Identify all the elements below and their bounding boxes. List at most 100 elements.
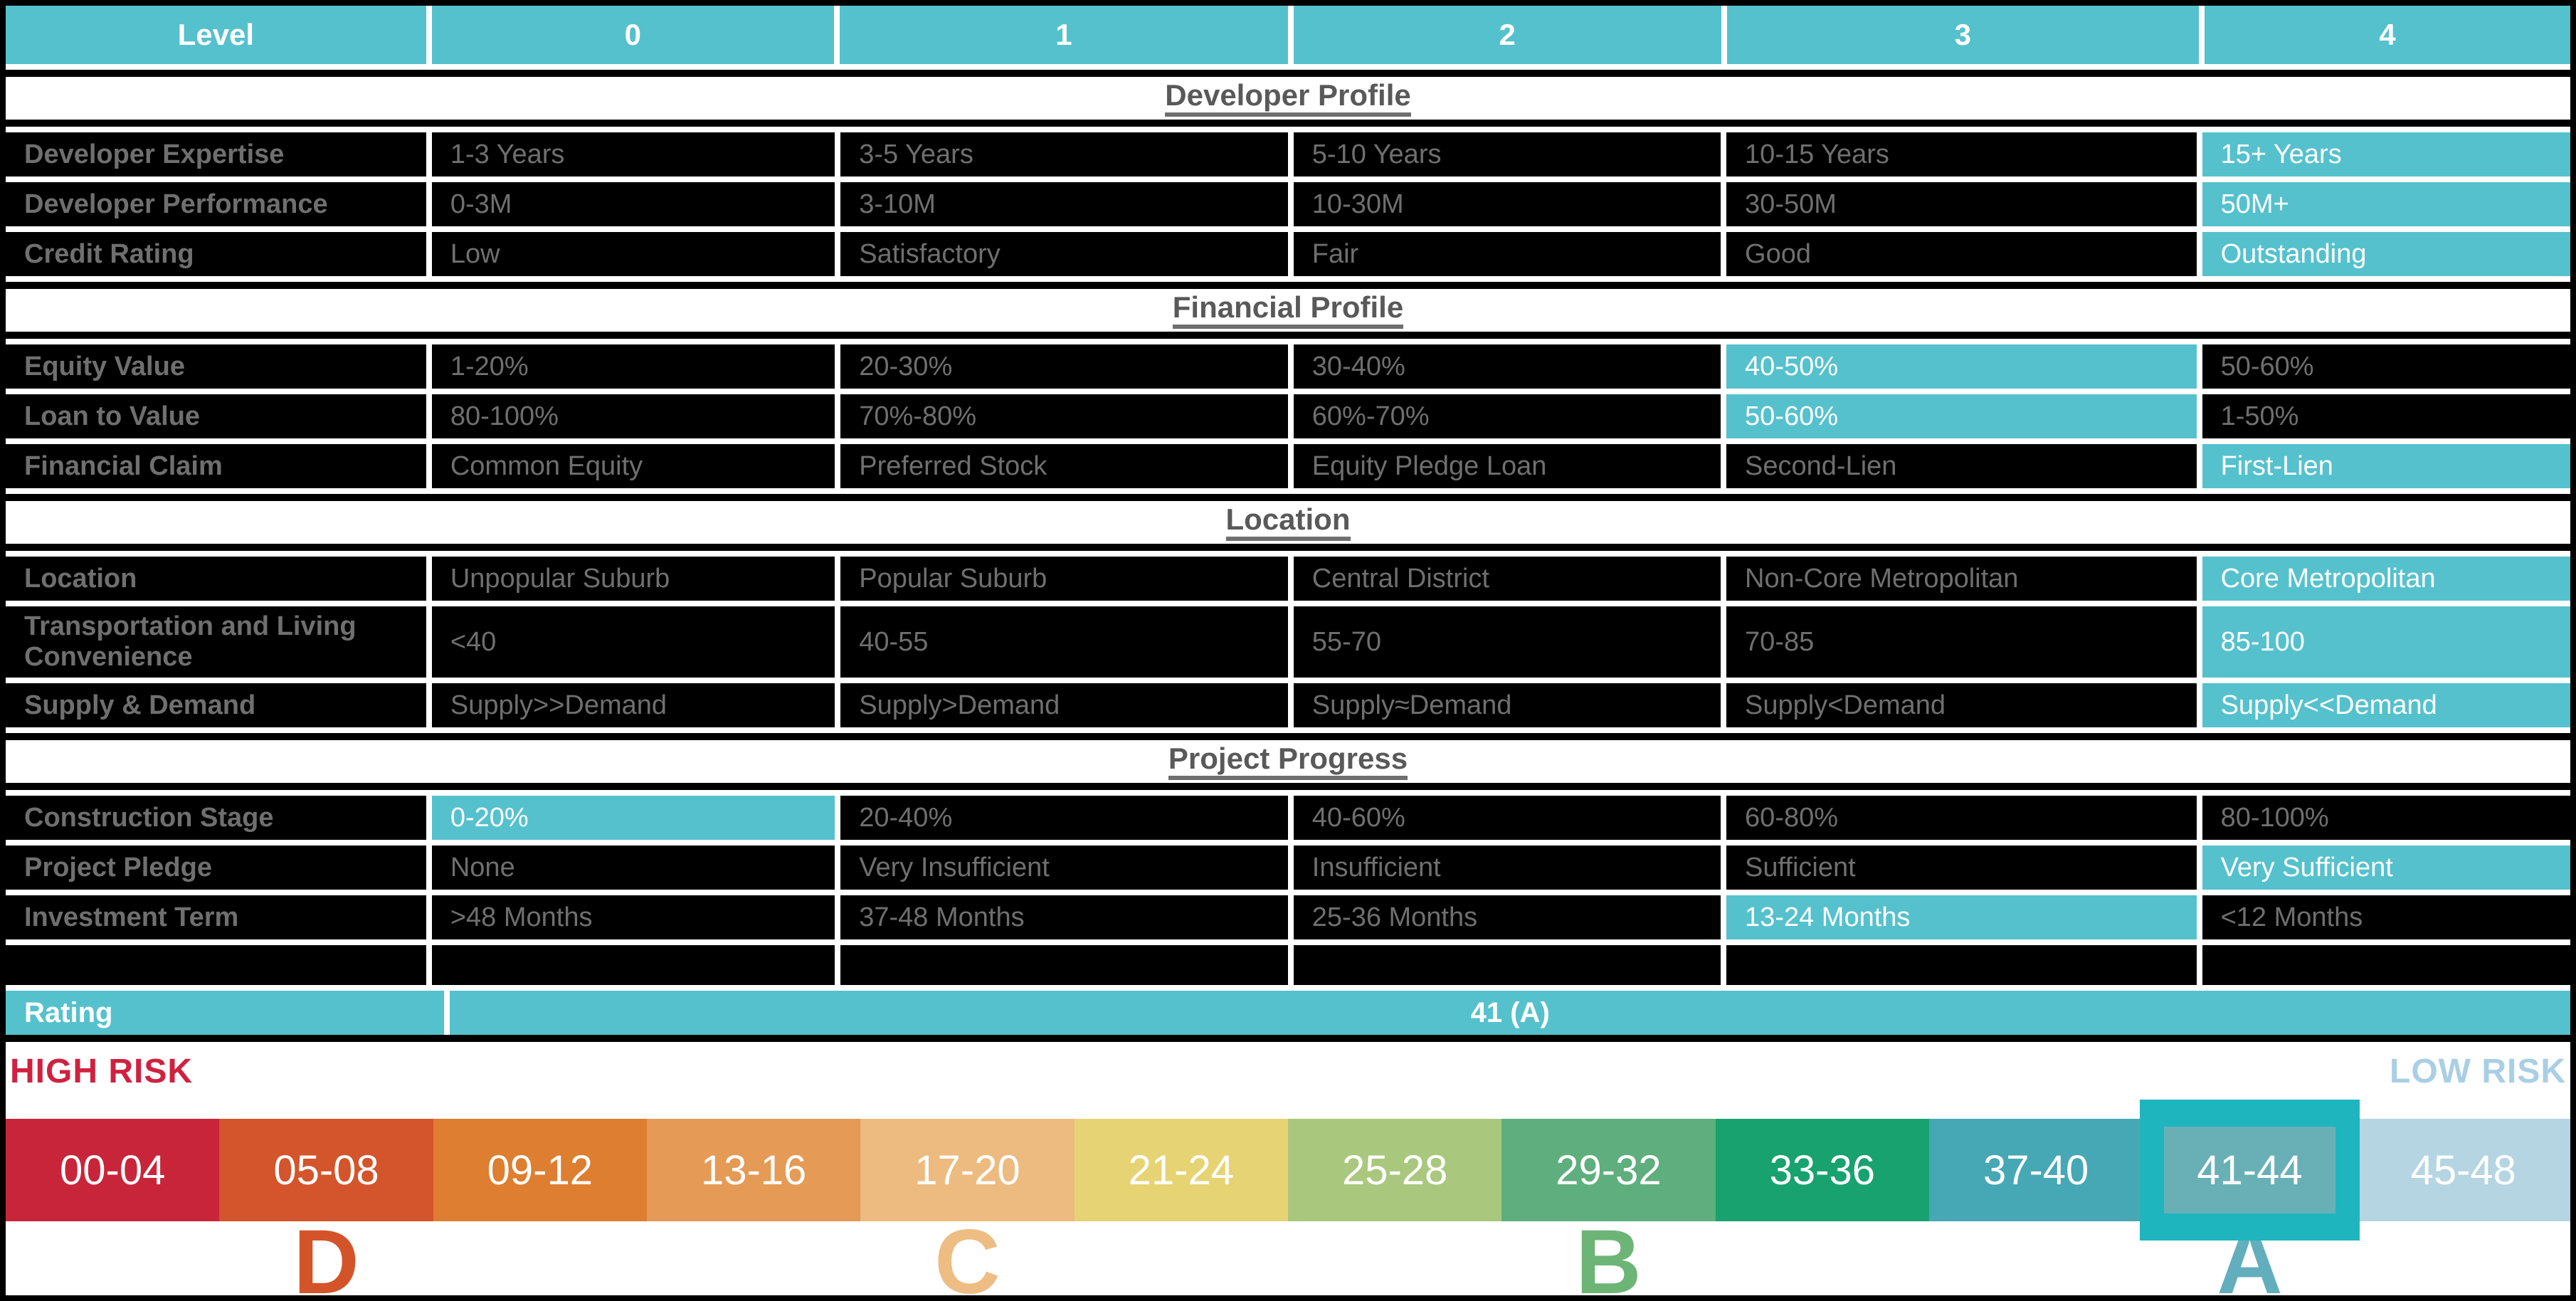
risk-segment: 05-08: [219, 1119, 433, 1221]
selected-range-tile-inner: [2164, 1127, 2335, 1213]
level-cell: 1-20%: [431, 344, 835, 389]
section-divider: [6, 494, 2570, 501]
level-cell: >48 Months: [431, 895, 835, 939]
level-cell: 80-100%: [2202, 796, 2570, 840]
table-row: Credit Rating Low Satisfactory Fair Good…: [6, 232, 2570, 276]
level-cell: 30-40%: [1293, 344, 1721, 389]
risk-segment: 45-48: [2356, 1119, 2570, 1221]
level-cell: 40-60%: [1293, 796, 1721, 840]
table-bottom-border: [6, 1035, 2570, 1042]
header-level-0: 0: [431, 6, 834, 64]
risk-segment: 37-40: [1928, 1119, 2143, 1221]
level-cell: Supply≈Demand: [1293, 683, 1721, 727]
table-row: Transportation and Living Convenience <4…: [6, 606, 2570, 678]
risk-segment: 29-32: [1501, 1119, 1716, 1221]
blank-cell: [1726, 945, 2197, 985]
row-label: Supply & Demand: [6, 683, 426, 727]
level-cell: Fair: [1293, 232, 1721, 276]
table-row: Project Pledge None Very Insufficient In…: [6, 846, 2570, 890]
level-cell: Sufficient: [1726, 846, 2197, 890]
level-cell: Second-Lien: [1726, 444, 2197, 488]
level-cell: 60%-70%: [1293, 394, 1721, 438]
table-row: Loan to Value 80-100% 70%-80% 60%-70% 50…: [6, 394, 2570, 438]
table-header-row: Level 0 1 2 3 4: [6, 6, 2570, 64]
row-label: Investment Term: [6, 895, 426, 939]
level-cell: 1-50%: [2202, 394, 2570, 438]
level-cell: Supply<Demand: [1726, 683, 2197, 727]
low-risk-label: LOW RISK: [2390, 1053, 2566, 1090]
level-cell: 5-10 Years: [1293, 132, 1721, 177]
level-cell: 37-48 Months: [840, 895, 1288, 939]
table-row: Supply & Demand Supply>>Demand Supply>De…: [6, 683, 2570, 727]
rating-value: 41 (A): [450, 991, 2570, 1035]
blank-cell: [840, 945, 1288, 985]
blank-row: [6, 945, 2570, 985]
level-cell: None: [431, 846, 835, 890]
blank-cell: [431, 945, 835, 985]
row-label: Loan to Value: [6, 394, 426, 438]
table-row: Investment Term >48 Months 37-48 Months …: [6, 895, 2570, 939]
row-label: Financial Claim: [6, 444, 426, 488]
header-level-3: 3: [1726, 6, 2200, 64]
risk-scale-legend: HIGH RISK LOW RISK 00-04 05-08 09-12 13-…: [6, 1052, 2570, 1301]
section-divider: [6, 282, 2570, 289]
level-cell-selected: 50M+: [2202, 182, 2570, 226]
level-cell-selected: 40-50%: [1726, 344, 2197, 389]
level-cell: 10-30M: [1293, 182, 1721, 226]
risk-segment: 21-24: [1074, 1119, 1288, 1221]
level-cell: 70%-80%: [840, 394, 1288, 438]
level-cell-selected: 85-100: [2202, 606, 2570, 678]
level-cell: Common Equity: [431, 444, 835, 488]
risk-segment: 25-28: [1287, 1119, 1502, 1221]
level-cell-selected: Supply<<Demand: [2202, 683, 2570, 727]
level-cell-selected: 50-60%: [1726, 394, 2197, 438]
risk-segment: 09-12: [433, 1119, 647, 1221]
header-level-2: 2: [1293, 6, 1721, 64]
level-cell: 0-3M: [431, 182, 835, 226]
level-cell: 30-50M: [1726, 182, 2197, 226]
level-cell-selected: Very Sufficient: [2202, 846, 2570, 890]
level-cell: Equity Pledge Loan: [1293, 444, 1721, 488]
section-title-location: Location: [6, 501, 2570, 544]
table-row: Equity Value 1-20% 20-30% 30-40% 40-50% …: [6, 344, 2570, 389]
level-cell: Low: [431, 232, 835, 276]
grade-letter-b: B: [1575, 1211, 1642, 1301]
level-cell: Supply>>Demand: [431, 683, 835, 727]
row-label: Credit Rating: [6, 232, 426, 276]
row-label: Equity Value: [6, 344, 426, 389]
row-label: Construction Stage: [6, 796, 426, 840]
table-row: Developer Performance 0-3M 3-10M 10-30M …: [6, 182, 2570, 226]
header-level-1: 1: [839, 6, 1288, 64]
level-cell: Central District: [1293, 557, 1721, 601]
level-cell: Satisfactory: [840, 232, 1288, 276]
level-cell: Supply>Demand: [840, 683, 1288, 727]
level-cell-selected: First-Lien: [2202, 444, 2570, 488]
level-cell: Very Insufficient: [840, 846, 1288, 890]
level-cell: 55-70: [1293, 606, 1721, 678]
level-cell: 20-30%: [840, 344, 1288, 389]
level-cell-selected: Core Metropolitan: [2202, 557, 2570, 601]
level-cell: <40: [431, 606, 835, 678]
section-divider: [6, 733, 2570, 740]
level-cell-selected: 0-20%: [431, 796, 835, 840]
rating-label: Rating: [6, 991, 445, 1035]
section-title-financial-profile: Financial Profile: [6, 289, 2570, 332]
row-label: Project Pledge: [6, 846, 426, 890]
level-cell: 80-100%: [431, 394, 835, 438]
row-label: Developer Performance: [6, 182, 426, 226]
section-divider: [6, 332, 2570, 339]
level-cell: Non-Core Metropolitan: [1726, 557, 2197, 601]
blank-cell: [6, 945, 426, 985]
level-cell: Popular Suburb: [840, 557, 1288, 601]
risk-segment-selected: 41-44: [2140, 1100, 2360, 1241]
level-cell: 40-55: [840, 606, 1288, 678]
grade-letters: D C B A: [6, 1211, 2570, 1301]
row-label: Transportation and Living Convenience: [6, 606, 426, 678]
level-cell: 3-10M: [840, 182, 1288, 226]
level-cell: 70-85: [1726, 606, 2197, 678]
risk-segment: 17-20: [860, 1119, 1075, 1221]
level-cell: Preferred Stock: [840, 444, 1288, 488]
level-cell-selected: Outstanding: [2202, 232, 2570, 276]
level-cell: <12 Months: [2202, 895, 2570, 939]
level-cell-selected: 13-24 Months: [1726, 895, 2197, 939]
